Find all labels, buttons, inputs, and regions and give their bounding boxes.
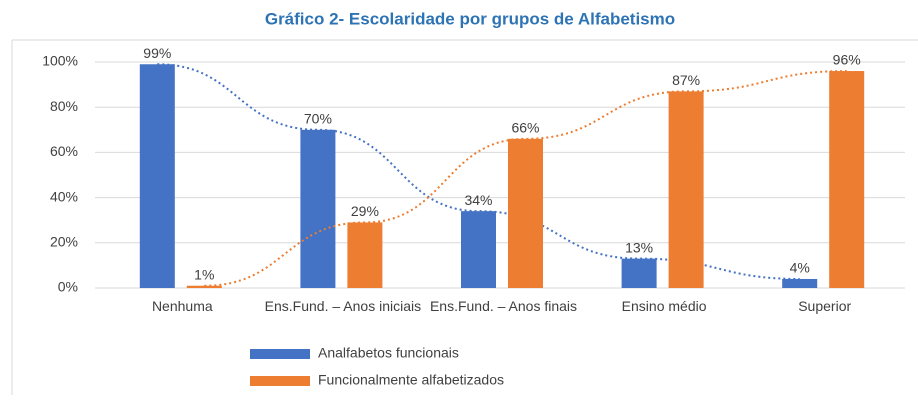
legend-swatch: [250, 376, 310, 386]
bar: [186, 285, 222, 288]
x-tick-label: Ens.Fund. – Anos iniciais: [264, 298, 422, 314]
bar: [139, 64, 175, 288]
bar: [347, 222, 383, 288]
data-label: 1%: [194, 266, 214, 282]
x-tick-label: Ens.Fund. – Anos finais: [429, 298, 578, 314]
y-tick-label: 20%: [50, 234, 78, 250]
x-tick-label: Ensino médio: [621, 298, 707, 314]
bar: [668, 91, 704, 288]
legend-label: Analfabetos funcionais: [318, 345, 459, 361]
legend-swatch: [250, 349, 310, 359]
bar: [782, 278, 818, 288]
data-label: 70%: [304, 111, 332, 127]
y-tick-label: 40%: [50, 188, 78, 204]
x-tick-label: Superior: [798, 298, 852, 314]
y-tick-label: 80%: [50, 98, 78, 114]
bar: [829, 71, 865, 288]
data-label: 99%: [143, 45, 171, 61]
y-tick-label: 100%: [42, 53, 78, 69]
bar: [621, 258, 657, 288]
data-label: 66%: [511, 120, 539, 136]
y-tick-label: 0%: [58, 279, 78, 295]
x-tick-label: Nenhuma: [151, 298, 213, 314]
legend-label: Funcionalmente alfabetizados: [318, 372, 504, 388]
y-tick-label: 60%: [50, 143, 78, 159]
data-label: 34%: [464, 192, 492, 208]
bar: [508, 138, 543, 288]
chart-title: Gráfico 2- Escolaridade por grupos de Al…: [265, 9, 675, 28]
data-label: 87%: [672, 72, 700, 88]
data-label: 13%: [625, 239, 653, 255]
bar: [300, 129, 336, 288]
data-label: 29%: [351, 203, 379, 219]
data-label: 4%: [790, 260, 810, 276]
data-label: 96%: [833, 52, 861, 68]
bar: [461, 211, 496, 288]
